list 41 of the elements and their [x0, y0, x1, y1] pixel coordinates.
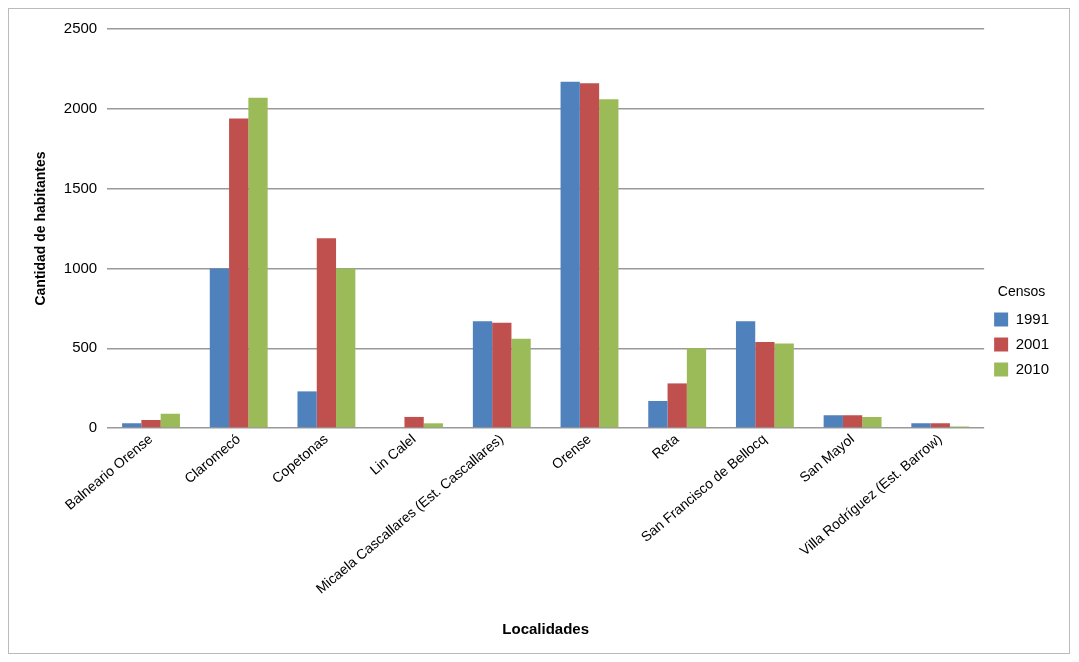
- bar: [472, 321, 493, 428]
- legend-title: Censos: [997, 282, 1046, 299]
- bar: [122, 423, 142, 428]
- y-tick-label: 500: [72, 338, 98, 356]
- bar: [492, 322, 512, 428]
- bar: [911, 423, 931, 428]
- bar: [648, 400, 668, 428]
- bar: [667, 383, 687, 428]
- bar: [686, 348, 707, 428]
- bar: [316, 238, 337, 428]
- legend-label: 1991: [1015, 309, 1050, 327]
- y-tick-label: 1500: [63, 178, 98, 196]
- x-tick-label: Reta: [648, 430, 682, 462]
- bar: [209, 268, 230, 428]
- bar: [579, 83, 600, 428]
- bar: [842, 415, 863, 428]
- y-tick-label: 2000: [63, 98, 98, 116]
- bar: [336, 268, 356, 428]
- bar: [404, 416, 424, 428]
- bar: [229, 118, 249, 428]
- bar: [735, 321, 756, 428]
- x-axis-title: Localidades: [502, 620, 589, 638]
- legend-label: 2010: [1015, 359, 1050, 377]
- bar: [141, 420, 161, 428]
- y-axis-title: Cantidad de habitantes: [32, 151, 49, 306]
- bar: [511, 338, 531, 428]
- y-tick-label: 2500: [63, 19, 98, 37]
- bar: [248, 97, 268, 428]
- bar: [599, 99, 619, 428]
- bar: [297, 391, 317, 428]
- bar: [774, 343, 794, 428]
- y-tick-label: 0: [88, 418, 98, 436]
- bar: [423, 423, 444, 428]
- bar: [160, 413, 180, 428]
- bar: [862, 416, 882, 428]
- bar: [823, 415, 843, 428]
- bar: [560, 81, 580, 428]
- bar: [930, 423, 950, 428]
- legend-label: 2001: [1015, 334, 1050, 352]
- bar: [755, 341, 775, 428]
- y-tick-label: 1000: [63, 258, 98, 276]
